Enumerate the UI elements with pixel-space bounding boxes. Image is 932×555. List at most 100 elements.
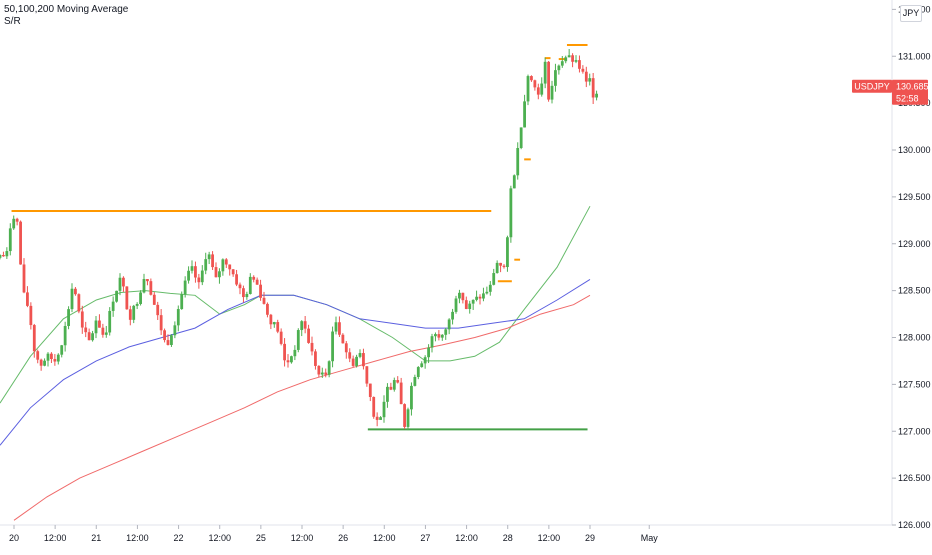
candle-body xyxy=(80,311,84,328)
candle-body xyxy=(194,266,197,278)
candle-body xyxy=(296,330,300,350)
candlestick-series xyxy=(0,49,598,431)
candle-body xyxy=(190,266,194,271)
time-tick-label: May xyxy=(641,533,659,543)
candle-body xyxy=(272,322,276,325)
candle-body xyxy=(482,293,485,299)
candle-body xyxy=(0,255,2,258)
candle-body xyxy=(430,336,434,348)
candle-body xyxy=(516,147,520,176)
candle-body xyxy=(77,294,81,312)
time-tick-label: 12:00 xyxy=(208,533,231,543)
candle-body xyxy=(303,321,307,329)
candle-body xyxy=(437,334,441,338)
candle-body xyxy=(262,297,266,304)
candle-body xyxy=(238,284,242,289)
candle-body xyxy=(163,330,166,341)
candle-body xyxy=(50,353,53,360)
candle-body xyxy=(362,353,365,367)
candle-body xyxy=(533,80,537,88)
candle-body xyxy=(571,55,574,62)
candle-body xyxy=(118,277,122,291)
candle-body xyxy=(578,60,581,69)
candle-body xyxy=(15,218,19,222)
candle-body xyxy=(334,322,338,332)
candle-body xyxy=(327,361,331,375)
candle-body xyxy=(581,68,585,72)
candle-body xyxy=(348,352,352,359)
candle-body xyxy=(485,291,489,294)
candle-body xyxy=(543,61,547,84)
last-price-badge: USDJPY 130.685 52:58 xyxy=(852,79,929,105)
candle-body xyxy=(22,264,26,293)
candle-body xyxy=(458,292,461,299)
candle-body xyxy=(12,218,16,229)
candle-body xyxy=(382,401,386,418)
candle-body xyxy=(341,334,345,344)
candle-body xyxy=(338,322,341,335)
candle-body xyxy=(122,277,125,287)
candle-body xyxy=(279,331,283,344)
time-axis: 20 12:00 21 12:00 22 12:00 25 12:00 26 12:00 27 12:… xyxy=(9,525,658,543)
candle-body xyxy=(567,55,571,58)
currency-button[interactable]: JPY xyxy=(900,5,922,22)
candle-body xyxy=(269,314,273,325)
time-tick-label: 12:00 xyxy=(455,533,478,543)
price-tick-label: 129.500 xyxy=(898,192,931,202)
candle-body xyxy=(245,293,249,298)
candle-body xyxy=(200,270,204,283)
candle-body xyxy=(67,309,70,326)
candle-body xyxy=(26,292,29,306)
candle-body xyxy=(290,356,293,363)
candle-body xyxy=(5,251,9,257)
legend-moving-average[interactable]: 50,100,200 Moving Average xyxy=(4,4,129,15)
candle-body xyxy=(554,70,557,86)
candle-body xyxy=(444,329,448,335)
candle-body xyxy=(252,276,256,280)
candle-body xyxy=(255,279,259,285)
candle-body xyxy=(478,296,482,299)
candle-body xyxy=(63,325,67,346)
candle-body xyxy=(197,277,201,283)
price-tick-label: 131.000 xyxy=(898,51,931,61)
legend-sr[interactable]: S/R xyxy=(4,16,21,27)
price-tick-label: 126.500 xyxy=(898,473,931,483)
candle-body xyxy=(56,354,60,362)
candle-body xyxy=(536,87,540,95)
time-tick-label: 22 xyxy=(174,533,184,543)
candle-body xyxy=(142,279,146,293)
candle-body xyxy=(526,76,530,102)
candle-body xyxy=(60,345,64,355)
candle-body xyxy=(111,301,115,311)
candle-body xyxy=(211,254,214,268)
candle-body xyxy=(434,334,437,337)
ma-50-line xyxy=(0,205,591,404)
candle-body xyxy=(125,286,129,310)
price-tick-label: 130.000 xyxy=(898,145,931,155)
price-tick-label: 128.500 xyxy=(898,286,931,296)
candle-body xyxy=(502,265,506,268)
candle-body xyxy=(207,254,211,260)
candle-body xyxy=(427,347,430,358)
candle-body xyxy=(180,294,184,310)
candle-body xyxy=(499,262,502,266)
candle-body xyxy=(588,78,592,82)
candle-body xyxy=(403,404,406,427)
candle-body xyxy=(43,360,46,366)
candle-body xyxy=(98,320,101,328)
candle-body xyxy=(324,372,328,375)
candle-body xyxy=(149,281,153,295)
candle-body xyxy=(451,311,454,320)
candle-body xyxy=(512,175,516,189)
candle-body xyxy=(248,276,252,294)
candle-body xyxy=(307,328,310,343)
support-resistance-levels xyxy=(11,44,588,431)
price-tick-label: 128.000 xyxy=(898,333,931,343)
price-tick-label: 127.000 xyxy=(898,426,931,436)
candle-body xyxy=(410,385,413,410)
candle-body xyxy=(447,319,451,330)
candle-body xyxy=(420,363,424,368)
candle-body xyxy=(29,305,33,326)
